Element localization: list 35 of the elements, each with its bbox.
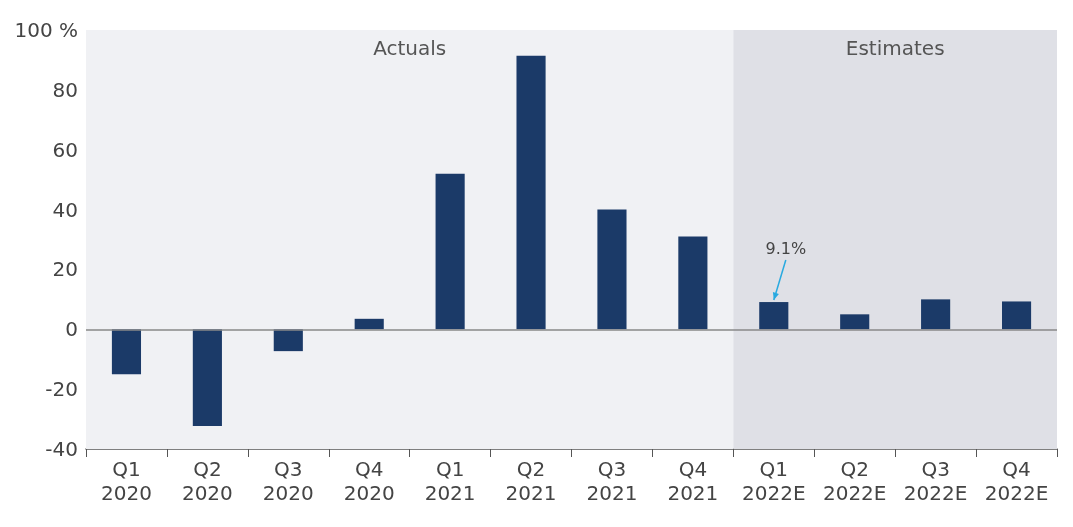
bar	[354, 318, 384, 330]
x-tick-label: Q4 2021	[667, 457, 719, 505]
x-tick-label: Q1 2022E	[742, 457, 806, 505]
y-tick-label: 100 %	[14, 18, 78, 42]
y-tick-label: 40	[52, 197, 78, 222]
bar	[840, 314, 870, 330]
annotation: 9.1%	[765, 238, 807, 258]
x-tick-label: Q3 2020	[262, 457, 314, 505]
y-tick-label: 80	[52, 77, 78, 102]
x-tick-label: Q3 2022E	[903, 457, 968, 505]
bar	[516, 55, 546, 330]
bar	[435, 173, 465, 330]
bar	[759, 302, 789, 330]
bar	[921, 299, 951, 330]
x-tick-label: Q1 2021	[424, 457, 476, 505]
bar	[1001, 301, 1032, 330]
bar	[678, 236, 708, 330]
x-tick-label: Q2 2022E	[822, 457, 887, 505]
y-tick-label: -20	[45, 377, 78, 402]
bar	[111, 329, 142, 375]
y-tick-label: 0	[65, 317, 78, 342]
bar	[273, 329, 303, 352]
y-tick-label: -40	[45, 437, 78, 461]
band-label: Estimates	[845, 36, 945, 60]
y-tick-label: 60	[52, 137, 78, 162]
bar	[192, 329, 222, 426]
x-tick-label: Q2 2021	[505, 457, 557, 505]
x-tick-label: Q4 2020	[343, 457, 395, 505]
x-tick-label: Q3 2021	[586, 457, 638, 505]
x-tick-label: Q2 2020	[181, 457, 233, 505]
bar	[597, 209, 627, 330]
x-tick-label: Q1 2020	[101, 457, 152, 505]
band-label: Actuals	[373, 36, 447, 60]
y-tick-label: 20	[52, 257, 78, 282]
x-tick-label: Q4 2022E	[984, 457, 1049, 505]
